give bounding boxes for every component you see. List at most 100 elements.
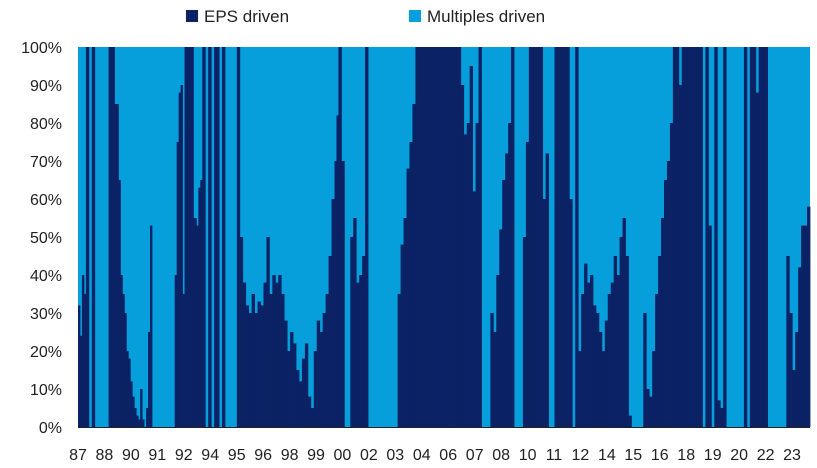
eps-driven-bar (111, 47, 115, 427)
plot-area (78, 47, 811, 428)
eps-driven-bar (804, 225, 808, 427)
eps-driven-bar (266, 237, 270, 427)
x-tick-label: 15 (624, 447, 642, 464)
eps-driven-bar (83, 294, 87, 427)
eps-driven-bar (275, 282, 279, 427)
eps-driven-bar (496, 275, 500, 427)
x-tick-label: 22 (757, 447, 775, 464)
eps-driven-bar (699, 47, 703, 427)
eps-driven-bar (254, 313, 258, 427)
eps-driven-bar (752, 47, 757, 427)
eps-driven-bar (466, 123, 471, 427)
y-tick-label: 80% (30, 116, 62, 133)
eps-driven-bar (296, 370, 300, 427)
eps-driven-bar (108, 47, 112, 427)
eps-driven-bar (81, 275, 85, 427)
eps-driven-bar (269, 294, 273, 427)
eps-driven-bar (245, 305, 250, 427)
eps-driven-bar (214, 47, 218, 427)
eps-driven-bar (130, 381, 133, 427)
eps-driven-bar (325, 294, 329, 427)
y-tick-label: 70% (30, 154, 62, 171)
eps-driven-bar (613, 256, 618, 427)
eps-driven-bar (798, 267, 802, 427)
eps-driven-bar (184, 47, 188, 427)
eps-driven-bar (182, 294, 185, 427)
eps-driven-bar (511, 47, 515, 427)
eps-driven-bar (444, 47, 452, 427)
x-tick-label: 99 (307, 447, 325, 464)
eps-driven-bar (208, 47, 212, 427)
legend-swatch-multiples-driven (409, 10, 421, 22)
eps-driven-bar (764, 47, 768, 427)
eps-driven-bar (601, 351, 606, 427)
y-tick-label: 10% (30, 382, 62, 399)
eps-driven-bar (528, 47, 533, 427)
eps-driven-bar (463, 134, 468, 427)
eps-driven-bar (663, 180, 668, 427)
eps-driven-bar (469, 66, 474, 427)
eps-driven-bar (743, 47, 748, 427)
eps-driven-bar (628, 415, 632, 427)
eps-driven-bar (508, 123, 512, 427)
eps-driven-bar (257, 301, 261, 427)
eps-driven-bar (720, 408, 724, 427)
eps-driven-bar (236, 47, 241, 427)
eps-driven-bar (655, 294, 659, 427)
eps-driven-bar (792, 370, 796, 427)
eps-driven-bar (427, 47, 434, 427)
x-tick-label: 08 (492, 447, 510, 464)
legend-label-eps-driven: EPS driven (204, 7, 289, 26)
eps-driven-bar (560, 47, 564, 427)
eps-driven-bar (193, 218, 197, 427)
y-tick-label: 100% (21, 40, 62, 57)
eps-driven-bar (198, 187, 201, 427)
eps-driven-bar (723, 47, 727, 427)
eps-driven-bar (646, 389, 650, 427)
eps-driven-bar (505, 153, 509, 427)
eps-driven-bar (472, 191, 476, 427)
eps-driven-bar (284, 320, 288, 427)
eps-driven-bar (328, 256, 332, 427)
eps-driven-bar (687, 47, 692, 427)
eps-driven-bar (625, 256, 629, 427)
eps-driven-bar (341, 161, 345, 427)
eps-driven-bar (693, 47, 697, 427)
eps-driven-bar (566, 47, 570, 427)
x-tick-label: 04 (413, 447, 431, 464)
y-tick-label: 20% (30, 344, 62, 361)
eps-driven-bar (365, 47, 369, 427)
eps-driven-bar (132, 396, 135, 427)
eps-driven-bar (126, 351, 129, 427)
eps-driven-bar (400, 244, 404, 427)
eps-driven-bar (146, 408, 149, 427)
eps-driven-bar (334, 161, 337, 427)
eps-driven-bar (336, 115, 339, 428)
eps-driven-bar (338, 47, 342, 427)
eps-driven-bar (678, 85, 683, 427)
eps-driven-bar (749, 47, 754, 427)
eps-driven-bar (595, 313, 600, 427)
eps-driven-bar (610, 282, 615, 427)
eps-driven-bar (190, 47, 194, 427)
eps-driven-bar (535, 47, 541, 427)
y-tick-label: 90% (30, 78, 62, 95)
eps-driven-bar (755, 92, 760, 427)
eps-driven-bar (475, 123, 479, 427)
x-axis: 87 88 90 91 92 94 95 96 98 99 00 02 03 04 06 07 08 10 11 12… (69, 427, 810, 464)
eps-driven-bar (758, 47, 763, 427)
eps-driven-bar (421, 47, 428, 427)
legend: EPS driven Multiples driven (186, 7, 545, 26)
eps-driven-bar (281, 294, 285, 427)
eps-driven-bar (578, 351, 582, 427)
eps-driven-bar (298, 381, 303, 427)
eps-driven-bar (616, 275, 620, 427)
eps-driven-bar (307, 396, 312, 427)
eps-driven-bar (684, 47, 689, 427)
eps-driven-bar (525, 142, 530, 427)
eps-driven-bar (545, 153, 549, 427)
eps-driven-bar (450, 47, 458, 427)
eps-driven-bar (807, 206, 811, 427)
eps-driven-bar (652, 351, 656, 427)
x-tick-label: 18 (677, 447, 695, 464)
